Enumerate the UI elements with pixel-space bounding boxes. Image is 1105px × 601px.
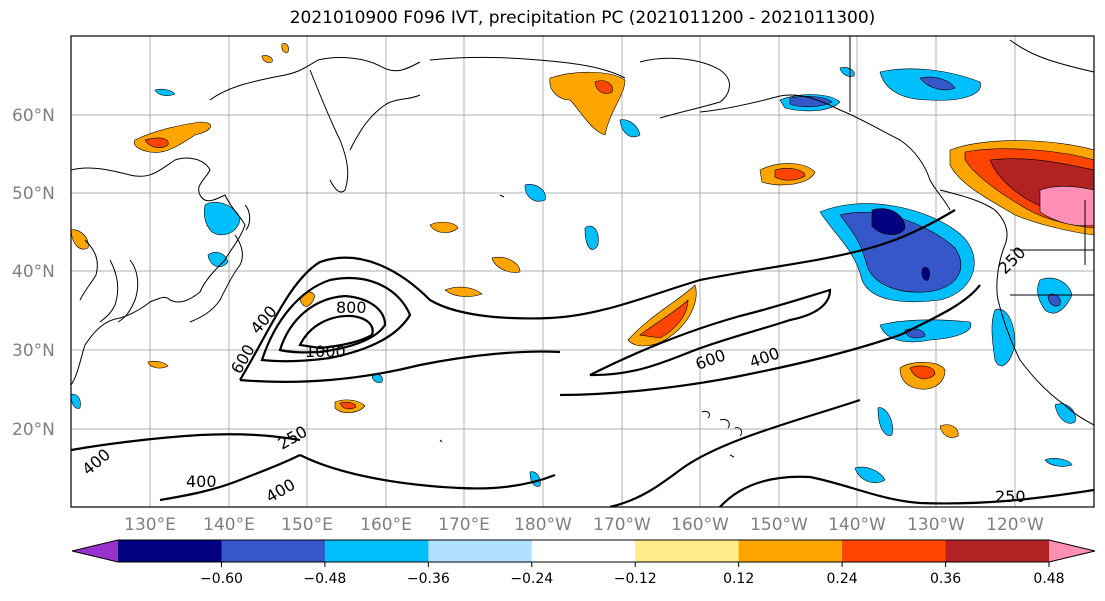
lon-tick-label: 170°W [593,515,651,535]
colorbar-tick-label: 0.36 [930,571,961,587]
lon-tick-label: 150°E [281,515,333,535]
ivt-contours [71,209,1094,507]
lat-tick-label: 60°N [12,106,55,126]
lon-tick-label: 130°W [907,515,965,535]
colorbar: −0.60 −0.48 −0.36 −0.24 −0.12 0.12 0.24 0.36 0.4… [71,539,1096,587]
colorbar-tick-label: −0.48 [303,571,346,587]
lon-tick-label: 180°W [514,515,572,535]
colorbar-segment [324,540,429,562]
lon-tick-label: 130°E [124,515,176,535]
colorbar-tick-label: 0.12 [723,571,754,587]
colorbar-segment [428,540,533,562]
colorbar-tick-label: 0.24 [827,571,858,587]
lon-tick-label: 140°E [203,515,255,535]
colorbar-extend-min [72,540,118,562]
lon-axis: 130°E 140°E 150°E 160°E 170°E 180°W 170°… [124,515,1044,535]
map-title: 2021010900 F096 IVT, precipitation PC (2… [289,8,876,28]
colorbar-tick-label: −0.36 [407,571,450,587]
contour-label: 800 [336,298,367,317]
lon-tick-label: 160°E [360,515,412,535]
lon-tick-label: 160°W [671,515,729,535]
lat-tick-label: 50°N [12,184,55,204]
lon-tick-label: 120°W [986,515,1044,535]
colorbar-segment [842,540,947,562]
map-frame [70,35,1095,508]
colorbar-segment [221,540,326,562]
lat-tick-label: 40°N [12,262,55,282]
lat-axis: 60°N 50°N 40°N 30°N 20°N [12,106,55,440]
colorbar-segment [118,540,222,562]
contour-label: 400 [186,472,217,491]
colorbar-tick-label: −0.12 [614,571,657,587]
colorbar-tick-label: −0.60 [200,571,243,587]
colorbar-segment [945,540,1050,562]
lon-tick-label: 140°W [828,515,886,535]
precip-pc-shading [71,43,1094,487]
colorbar-tick-label: −0.24 [510,571,553,587]
coastlines [71,36,1094,458]
colorbar-tick-label: 0.48 [1033,571,1064,587]
colorbar-segment [635,540,740,562]
colorbar-segment [738,540,843,562]
lat-tick-label: 20°N [12,420,55,440]
colorbar-extend-max [1049,540,1095,562]
contour-label: 250 [995,487,1026,506]
contour-label: 1000 [305,342,346,361]
lon-tick-label: 150°W [750,515,808,535]
lon-tick-label: 170°E [438,515,490,535]
lat-tick-label: 30°N [12,341,55,361]
colorbar-outline [71,539,1096,563]
colorbar-segment [531,540,636,562]
